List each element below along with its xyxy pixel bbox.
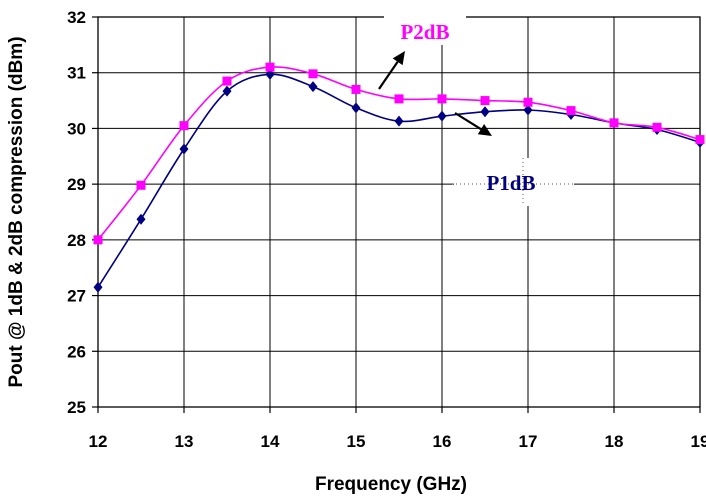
- data-point-p2db: [695, 135, 705, 145]
- series-markers: [93, 62, 705, 293]
- x-tick-label: 15: [347, 432, 366, 451]
- p2db-arrow: [378, 51, 405, 90]
- data-point-p2db: [394, 94, 404, 104]
- data-point-p1db: [179, 143, 189, 155]
- data-point-p1db: [480, 106, 490, 118]
- data-point-p2db: [566, 106, 576, 116]
- y-tick-label: 30: [67, 119, 86, 138]
- data-point-p2db: [93, 235, 103, 245]
- y-tick-label: 25: [67, 398, 86, 417]
- data-point-p2db: [652, 122, 662, 132]
- data-point-p1db: [523, 104, 533, 116]
- p1db-label: P1dB: [486, 171, 535, 195]
- x-tick-label: 17: [519, 432, 538, 451]
- x-axis-title: Frequency (GHz): [315, 474, 467, 495]
- data-point-p1db: [437, 110, 447, 122]
- y-tick-label: 27: [67, 287, 86, 306]
- x-tick-label: 12: [89, 432, 108, 451]
- data-point-p2db: [523, 97, 533, 107]
- gridlines: [98, 17, 700, 407]
- x-tick-label: 13: [175, 432, 194, 451]
- y-axis-title: Pout @ 1dB & 2dB compression (dBm): [6, 36, 27, 387]
- series-line-p1db: [97, 73, 701, 288]
- plot-area: [97, 16, 701, 408]
- data-point-p2db: [437, 94, 447, 104]
- data-point-p2db: [480, 96, 490, 106]
- p1db-label-background: [454, 158, 574, 206]
- y-tick-label: 29: [67, 175, 86, 194]
- data-point-p2db: [609, 118, 619, 128]
- y-tick-label: 32: [67, 8, 86, 27]
- data-point-p2db: [136, 180, 146, 190]
- x-tick-label: 14: [261, 432, 280, 451]
- data-point-p1db: [351, 102, 361, 114]
- p2db-label: P2dB: [400, 20, 449, 44]
- data-point-p1db: [394, 115, 404, 127]
- data-point-p1db: [93, 281, 103, 293]
- x-tick-label: 16: [433, 432, 452, 451]
- p1db-arrow: [454, 112, 492, 136]
- series-line-p2db: [97, 66, 701, 241]
- axis-ticks: 25 26 27 28 29 30 31 32 12 13 14 15 16 17 18 19: [67, 8, 706, 451]
- data-point-p2db: [265, 62, 275, 72]
- p2db-label-background: [384, 15, 466, 45]
- x-tick-label: 18: [605, 432, 624, 451]
- data-point-p2db: [222, 76, 232, 86]
- data-point-p1db: [136, 213, 146, 225]
- y-tick-label: 26: [67, 342, 86, 361]
- data-point-p2db: [308, 69, 318, 79]
- data-point-p2db: [179, 121, 189, 131]
- data-point-p2db: [351, 84, 361, 94]
- data-point-p1db: [308, 81, 318, 93]
- annotations: P2dB P1dB: [378, 15, 574, 206]
- y-tick-label: 31: [67, 64, 86, 83]
- x-tick-label: 19: [691, 432, 706, 451]
- y-tick-label: 28: [67, 231, 86, 250]
- data-point-p1db: [222, 85, 232, 97]
